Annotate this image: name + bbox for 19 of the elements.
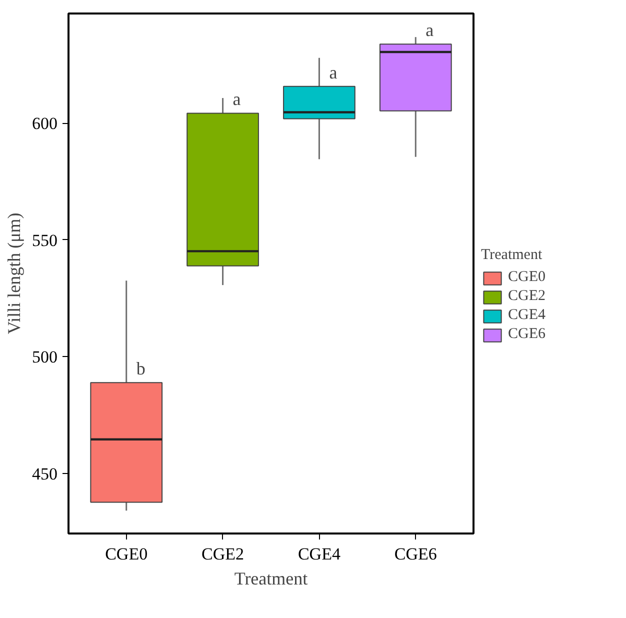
legend-label: CGE0 [508, 269, 546, 286]
x-tick-label: CGE6 [394, 544, 437, 564]
legend-title: Treatment [481, 247, 544, 264]
legend-label: CGE2 [508, 288, 546, 305]
x-tick-label: CGE2 [202, 544, 244, 564]
annotation: a [426, 20, 434, 40]
y-tick-label: 450 [32, 464, 58, 484]
legend-label: CGE6 [508, 326, 546, 343]
x-axis-title: Treatment [234, 568, 308, 588]
annotation: b [136, 358, 146, 379]
x-tick-label: CGE4 [298, 544, 341, 564]
annotation: a [329, 62, 338, 82]
y-axis-title: Villi length (μm) [4, 212, 24, 334]
y-tick-label: 500 [32, 348, 58, 367]
y-tick-label: 550 [32, 230, 58, 250]
legend-label: CGE4 [508, 307, 546, 324]
y-tick-label: 600 [32, 114, 58, 134]
x-tick-label: CGE0 [105, 544, 148, 564]
annotation: a [232, 89, 241, 110]
